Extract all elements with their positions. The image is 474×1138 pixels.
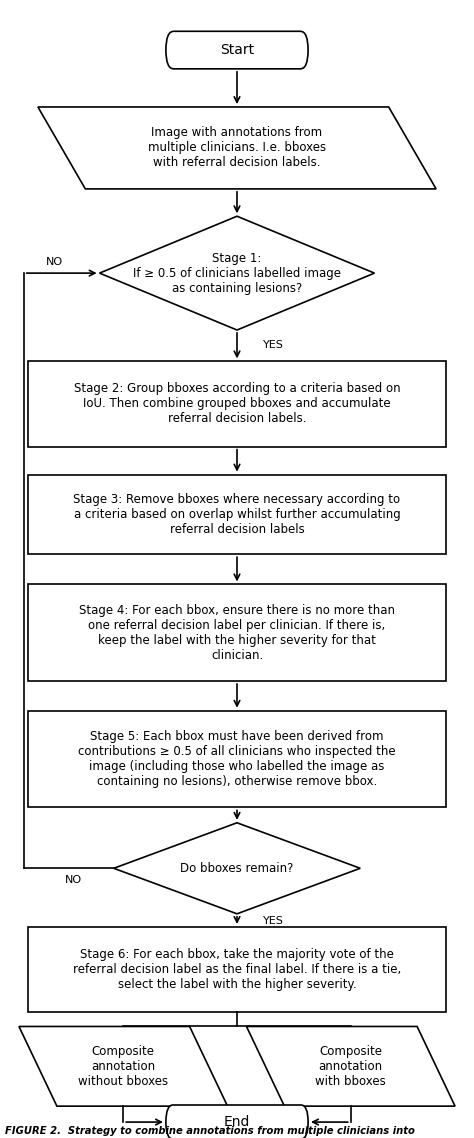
Text: YES: YES [263, 340, 284, 349]
Text: Do bboxes remain?: Do bboxes remain? [180, 861, 294, 875]
Text: NO: NO [65, 875, 82, 884]
Polygon shape [246, 1026, 455, 1106]
Text: Stage 4: For each bbox, ensure there is no more than
one referral decision label: Stage 4: For each bbox, ensure there is … [79, 604, 395, 661]
Text: FIGURE 2.  Strategy to combine annotations from multiple clinicians into: FIGURE 2. Strategy to combine annotation… [5, 1127, 415, 1136]
Polygon shape [114, 823, 360, 914]
Text: NO: NO [46, 257, 63, 266]
FancyBboxPatch shape [166, 32, 308, 68]
Text: Image with annotations from
multiple clinicians. I.e. bboxes
with referral decis: Image with annotations from multiple cli… [148, 126, 326, 170]
Text: Stage 3: Remove bboxes where necessary according to
a criteria based on overlap : Stage 3: Remove bboxes where necessary a… [73, 493, 401, 536]
Bar [28, 710, 446, 808]
Text: Stage 5: Each bbox must have been derived from
contributions ≥ 0.5 of all clinic: Stage 5: Each bbox must have been derive… [78, 731, 396, 787]
Text: Start: Start [220, 43, 254, 57]
Bar [28, 585, 446, 681]
Bar [28, 475, 446, 554]
Bar [28, 362, 446, 446]
Text: YES: YES [263, 916, 284, 925]
Polygon shape [19, 1026, 228, 1106]
Bar [28, 926, 446, 1013]
Text: End: End [224, 1115, 250, 1129]
Polygon shape [100, 216, 374, 330]
FancyBboxPatch shape [166, 1105, 308, 1138]
Text: Stage 2: Group bboxes according to a criteria based on
IoU. Then combine grouped: Stage 2: Group bboxes according to a cri… [73, 382, 401, 426]
Text: Composite
annotation
with bboxes: Composite annotation with bboxes [315, 1045, 386, 1088]
Text: Stage 1:
If ≥ 0.5 of clinicians labelled image
as containing lesions?: Stage 1: If ≥ 0.5 of clinicians labelled… [133, 251, 341, 295]
Polygon shape [38, 107, 436, 189]
Text: Stage 6: For each bbox, take the majority vote of the
referral decision label as: Stage 6: For each bbox, take the majorit… [73, 948, 401, 991]
Text: Composite
annotation
without bboxes: Composite annotation without bboxes [78, 1045, 168, 1088]
